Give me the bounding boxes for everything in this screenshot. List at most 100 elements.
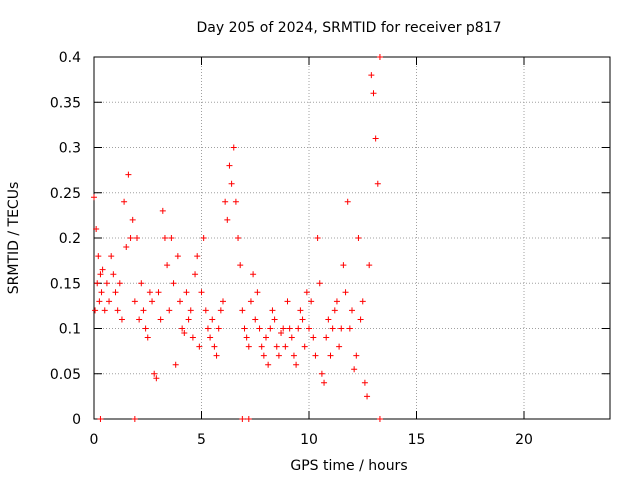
x-tick-label: 5 xyxy=(197,432,206,448)
data-point xyxy=(166,307,173,314)
data-point xyxy=(118,316,125,323)
data-point xyxy=(342,289,349,296)
data-point xyxy=(153,375,160,382)
data-point xyxy=(308,298,315,305)
data-point xyxy=(106,298,113,305)
data-point xyxy=(288,334,295,341)
data-point xyxy=(181,330,188,337)
data-point xyxy=(187,307,194,314)
data-point xyxy=(336,343,343,350)
data-point xyxy=(202,307,209,314)
data-point xyxy=(321,379,328,386)
data-point xyxy=(325,316,332,323)
data-point xyxy=(192,271,199,278)
data-point xyxy=(136,316,143,323)
data-point xyxy=(376,54,383,60)
data-point xyxy=(245,416,252,422)
data-point xyxy=(211,343,218,350)
data-point xyxy=(161,235,168,241)
data-point xyxy=(189,334,196,341)
data-point xyxy=(200,235,207,241)
data-point xyxy=(138,280,145,287)
data-point xyxy=(306,325,312,332)
data-point xyxy=(91,194,97,201)
data-point xyxy=(172,361,179,368)
data-point xyxy=(232,198,239,205)
data-point xyxy=(99,266,106,273)
data-point xyxy=(144,334,151,341)
x-tick-label: 10 xyxy=(300,432,318,448)
data-point xyxy=(179,325,186,332)
data-point xyxy=(123,244,130,251)
data-point xyxy=(97,416,104,422)
data-point xyxy=(159,207,166,214)
data-point xyxy=(127,235,134,241)
data-point xyxy=(168,235,175,241)
data-point xyxy=(140,307,147,314)
data-point xyxy=(376,416,383,422)
data-point xyxy=(361,379,368,386)
data-point xyxy=(370,90,377,97)
data-point xyxy=(149,298,156,305)
data-point xyxy=(273,343,280,350)
data-point xyxy=(131,298,138,305)
data-point xyxy=(94,280,101,287)
data-point xyxy=(151,370,158,377)
data-point xyxy=(293,361,300,368)
data-point xyxy=(299,316,306,323)
y-tick-label: 0.25 xyxy=(50,186,81,202)
data-point xyxy=(329,325,336,332)
data-point xyxy=(284,298,291,305)
data-point xyxy=(316,280,323,287)
y-tick-label: 0.2 xyxy=(59,231,81,247)
data-point xyxy=(267,325,274,332)
data-point xyxy=(215,325,222,332)
data-point xyxy=(112,289,119,296)
y-axis-label: SRMTID / TECUs xyxy=(6,182,22,295)
data-point xyxy=(243,334,250,341)
data-point xyxy=(275,352,282,359)
data-point xyxy=(157,316,164,323)
data-point xyxy=(97,271,104,278)
x-tick-label: 20 xyxy=(515,432,533,448)
y-tick-label: 0.15 xyxy=(50,276,81,292)
data-point xyxy=(271,316,278,323)
data-point xyxy=(121,198,128,205)
data-point xyxy=(256,325,263,332)
data-point xyxy=(368,72,375,79)
data-point xyxy=(353,352,360,359)
data-point xyxy=(164,262,171,269)
y-tick-label: 0.35 xyxy=(50,95,81,111)
data-point xyxy=(252,316,259,323)
data-point xyxy=(344,198,351,205)
data-point xyxy=(217,307,224,314)
data-point xyxy=(101,307,108,314)
data-point xyxy=(170,280,177,287)
data-point xyxy=(357,316,364,323)
data-point xyxy=(98,289,105,296)
data-point xyxy=(282,343,289,350)
data-point xyxy=(331,307,338,314)
data-point xyxy=(349,307,355,314)
data-point xyxy=(314,235,321,241)
data-point xyxy=(207,334,214,341)
data-point xyxy=(134,235,140,241)
data-point xyxy=(194,253,201,260)
data-point xyxy=(250,271,257,278)
data-point xyxy=(220,298,226,305)
data-point xyxy=(301,343,308,350)
data-point xyxy=(116,280,123,287)
data-point xyxy=(351,366,358,373)
data-point xyxy=(318,370,325,377)
data-point xyxy=(174,253,181,260)
chart-title: Day 205 of 2024, SRMTID for receiver p81… xyxy=(196,20,501,36)
data-point xyxy=(146,289,153,296)
data-point xyxy=(239,307,246,314)
data-point xyxy=(228,180,235,187)
data-point xyxy=(333,298,340,305)
data-point xyxy=(310,334,317,341)
data-point xyxy=(340,262,347,269)
data-point xyxy=(327,352,334,359)
data-point xyxy=(295,325,302,332)
